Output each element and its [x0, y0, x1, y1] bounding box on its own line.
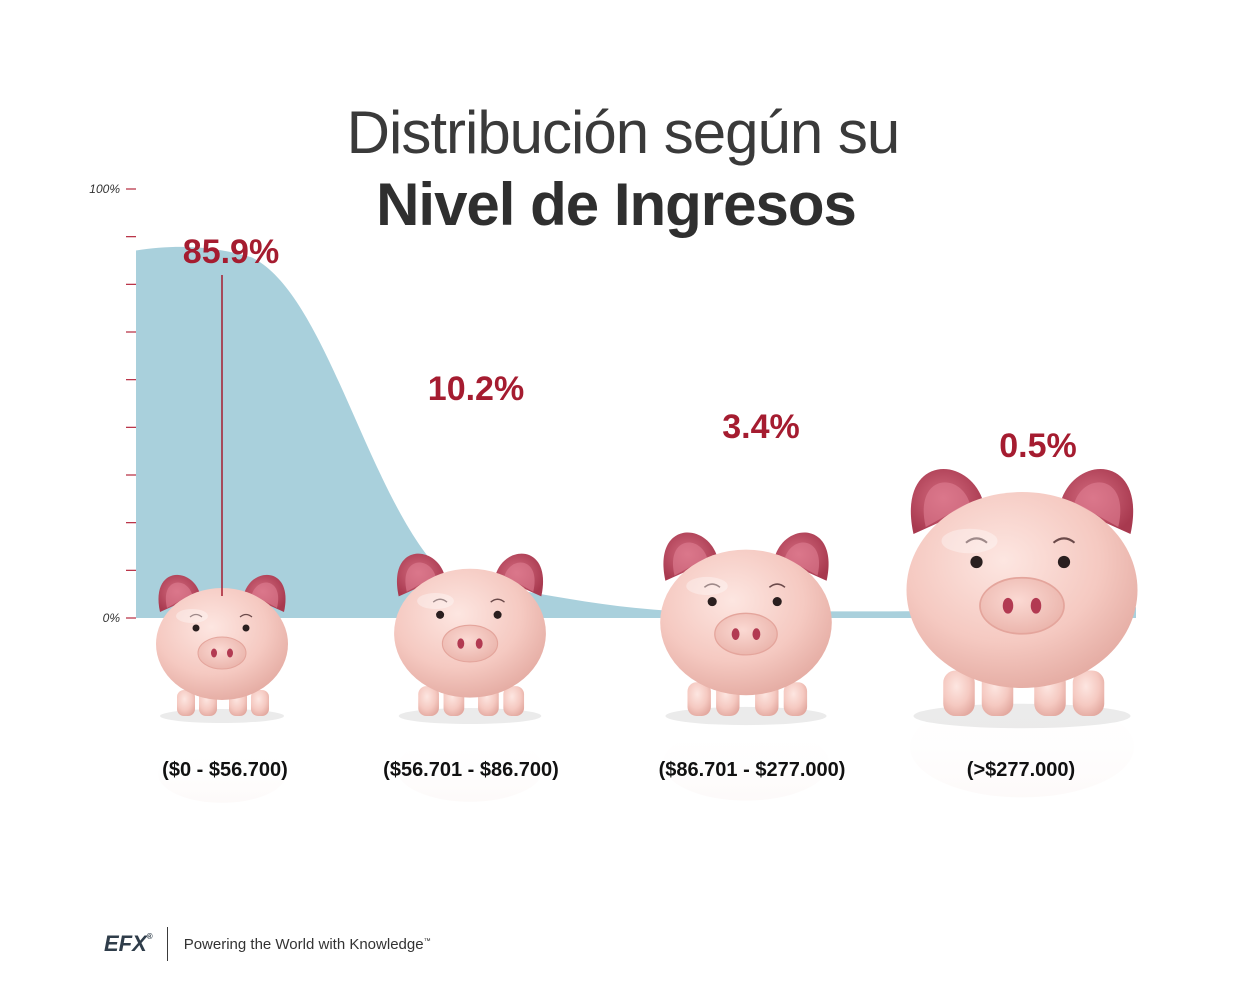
piggy-bank-2	[394, 553, 546, 725]
reflections	[158, 696, 1134, 803]
pig-layer	[156, 468, 1138, 729]
pig-eye	[242, 624, 250, 632]
pig-nostril	[475, 638, 483, 649]
pig-reflection	[662, 725, 830, 801]
pig-nostril	[731, 628, 740, 640]
pig-snout	[979, 576, 1065, 635]
pig-nostril	[1002, 597, 1014, 614]
piggy-bank-3	[660, 532, 832, 726]
reflection-shape	[910, 696, 1134, 798]
area-fill	[136, 246, 1136, 618]
value-label: 10.2%	[428, 370, 524, 408]
pig-snout	[197, 636, 247, 670]
pig-brow	[703, 583, 721, 588]
efx-logo: EFX®	[104, 931, 153, 957]
area-layer	[136, 246, 1136, 618]
pig-brow	[965, 537, 988, 544]
value-label: 85.9%	[183, 233, 279, 271]
pig-highlight	[176, 609, 208, 623]
pig-ear-inner	[405, 562, 436, 592]
pig-leg	[251, 690, 269, 716]
reflection-shape	[662, 725, 830, 801]
reflection-shape	[396, 735, 544, 802]
pig-leg	[943, 670, 975, 716]
label-layer: 85.9% 10.2% 3.4% 0.5% ($0 - $56.700) ($56.701…	[162, 233, 1077, 781]
logo-text: EFX	[104, 931, 147, 956]
pig-brow	[432, 598, 448, 603]
reflection-shape	[158, 745, 286, 803]
pig-ear-inner	[672, 542, 707, 576]
pig-brow	[768, 583, 786, 588]
pig-nostril	[211, 648, 217, 658]
pig-brow	[239, 613, 253, 618]
pig-brow	[490, 598, 505, 603]
tagline: Powering the World with Knowledge™	[184, 936, 431, 953]
pig-eye	[970, 555, 983, 569]
pig-leg	[1072, 670, 1105, 716]
pig-leg	[177, 690, 195, 716]
chart-title-line2: Nivel de Ingresos	[376, 171, 857, 238]
tagline-text: Powering the World with Knowledge	[183, 935, 424, 953]
pig-leg	[503, 686, 525, 716]
pig-reflection	[396, 735, 544, 802]
pig-leg	[418, 686, 439, 716]
pig-eye	[436, 610, 445, 619]
pig-ear-inner	[165, 582, 192, 608]
pig-highlight	[417, 592, 454, 610]
pig-nostril	[752, 628, 761, 640]
pig-eye	[493, 610, 502, 619]
category-label: (>$277.000)	[967, 759, 1075, 781]
pig-highlight	[941, 528, 998, 554]
pig-ear-inner	[785, 542, 820, 576]
pig-brow	[189, 613, 203, 618]
logo-mark: ®	[146, 931, 153, 941]
pig-snout	[441, 624, 499, 663]
pig-ear-inner	[923, 482, 970, 527]
value-label: 0.5%	[999, 427, 1077, 465]
piggy-bank-1	[156, 574, 288, 723]
pig-ear-inner	[504, 562, 535, 592]
pig-leg	[687, 682, 711, 716]
tagline-mark: ™	[423, 937, 431, 945]
y-axis: 100% 0%	[89, 182, 136, 625]
piggy-bank-4	[906, 468, 1138, 729]
pig-eye	[772, 597, 782, 607]
pig-ear-inner	[252, 582, 279, 608]
pig-ear-inner	[1074, 482, 1121, 527]
pig-snout	[714, 612, 778, 656]
pig-nostril	[457, 638, 465, 649]
footer: EFX® Powering the World with Knowledge™	[104, 926, 431, 962]
pig-leg	[783, 682, 808, 716]
pig-eye	[1057, 555, 1071, 569]
y-tick-label-bottom: 0%	[103, 611, 121, 625]
category-label: ($56.701 - $86.700)	[383, 759, 559, 781]
pig-reflection	[158, 745, 286, 803]
chart-title-line1: Distribución según su	[346, 99, 901, 166]
pig-nostril	[227, 648, 233, 658]
category-label: ($0 - $56.700)	[162, 759, 288, 781]
footer-divider	[166, 927, 168, 961]
pig-eye	[707, 597, 717, 607]
category-label: ($86.701 - $277.000)	[659, 759, 846, 781]
pig-brow	[1052, 537, 1076, 544]
pig-highlight	[686, 576, 728, 596]
pig-nostril	[1030, 597, 1042, 614]
value-label: 3.4%	[722, 408, 800, 446]
y-tick-label-top: 100%	[89, 182, 120, 196]
pig-reflection	[910, 696, 1134, 798]
pig-eye	[192, 624, 200, 632]
